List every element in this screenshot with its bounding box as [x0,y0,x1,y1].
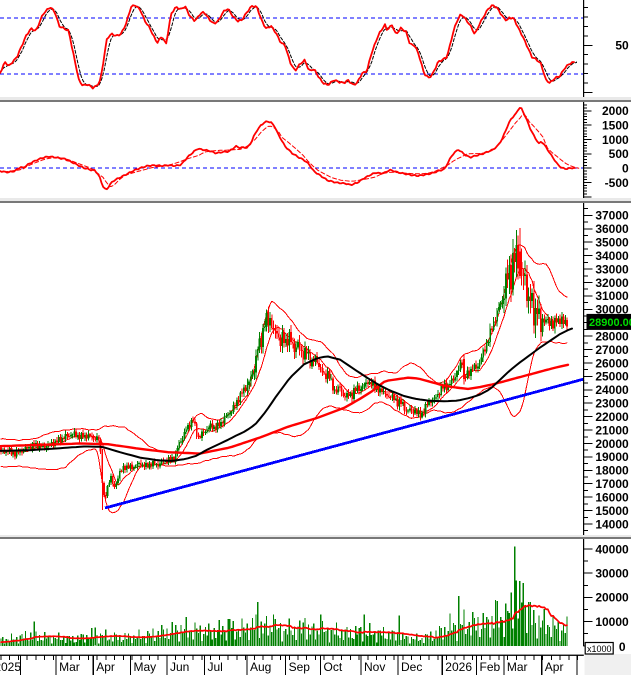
svg-text:1500: 1500 [602,119,629,133]
svg-text:2000: 2000 [602,104,629,118]
svg-text:28000: 28000 [595,330,629,344]
svg-text:0: 0 [619,640,626,654]
svg-text:Sep: Sep [289,660,311,674]
svg-text:Feb: Feb [480,660,501,674]
svg-text:20000: 20000 [595,591,629,605]
svg-text:50: 50 [615,39,629,53]
svg-text:33000: 33000 [595,262,629,276]
svg-text:30000: 30000 [595,303,629,317]
svg-text:23000: 23000 [595,397,629,411]
svg-text:14000: 14000 [595,517,629,531]
svg-text:500: 500 [609,147,629,161]
svg-text:40000: 40000 [595,542,629,556]
svg-text:37000: 37000 [595,209,629,223]
svg-text:0: 0 [622,162,629,176]
svg-text:20000: 20000 [595,437,629,451]
svg-text:Apr: Apr [96,660,115,674]
svg-text:19000: 19000 [595,450,629,464]
svg-text:Nov: Nov [364,660,385,674]
svg-text:2025: 2025 [0,660,21,674]
svg-text:18000: 18000 [595,464,629,478]
svg-text:15000: 15000 [595,504,629,518]
svg-text:Dec: Dec [401,660,422,674]
svg-text:22000: 22000 [595,410,629,424]
svg-text:30000: 30000 [595,567,629,581]
svg-text:16000: 16000 [595,491,629,505]
svg-text:1000: 1000 [602,133,629,147]
svg-text:32000: 32000 [595,276,629,290]
svg-text:25000: 25000 [595,370,629,384]
svg-text:36000: 36000 [595,222,629,236]
svg-text:34000: 34000 [595,249,629,263]
svg-text:x1000: x1000 [587,644,612,654]
svg-text:10000: 10000 [595,615,629,629]
svg-text:17000: 17000 [595,477,629,491]
svg-text:21000: 21000 [595,423,629,437]
svg-text:31000: 31000 [595,289,629,303]
svg-text:May: May [134,660,157,674]
svg-text:35000: 35000 [595,236,629,250]
svg-text:Mar: Mar [59,660,80,674]
svg-text:Apr: Apr [545,660,564,674]
svg-text:Jul: Jul [208,660,223,674]
svg-text:27000: 27000 [595,343,629,357]
svg-text:Jun: Jun [170,660,189,674]
svg-text:-500: -500 [605,176,629,190]
svg-text:Mar: Mar [507,660,528,674]
svg-text:Oct: Oct [324,660,343,674]
svg-text:24000: 24000 [595,383,629,397]
svg-text:26000: 26000 [595,356,629,370]
svg-text:2026: 2026 [445,660,472,674]
svg-text:Aug: Aug [250,660,271,674]
svg-text:28900.00: 28900.00 [589,317,631,329]
